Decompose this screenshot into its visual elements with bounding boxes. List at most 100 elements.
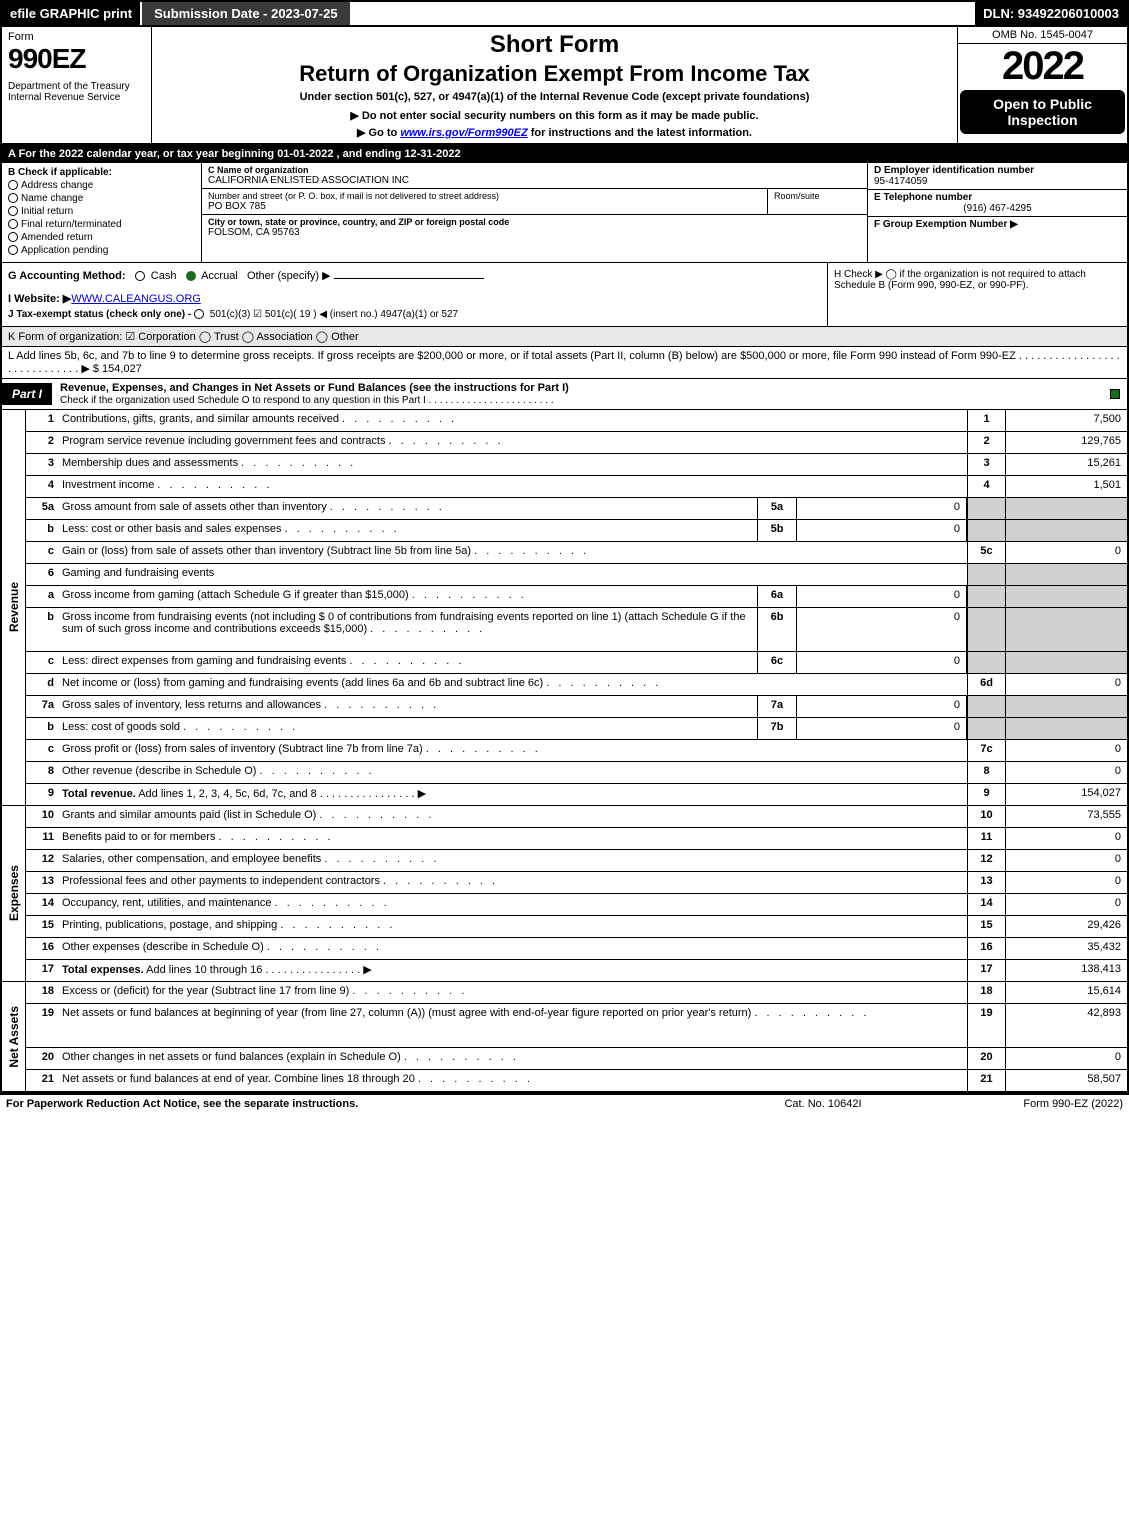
column-b-checkboxes: B Check if applicable: Address changeNam… xyxy=(2,163,202,262)
irs-link[interactable]: www.irs.gov/Form990EZ xyxy=(400,127,527,139)
box-value: 73,555 xyxy=(1005,806,1127,827)
line-18: 18Excess or (deficit) for the year (Subt… xyxy=(26,982,1127,1004)
column-g-accounting: G Accounting Method: Cash Accrual Other … xyxy=(2,263,827,326)
box-number: 21 xyxy=(967,1070,1005,1091)
dln-number: DLN: 93492206010003 xyxy=(975,2,1127,25)
cash-checkbox[interactable] xyxy=(135,271,145,281)
line-description: Gross amount from sale of assets other t… xyxy=(58,498,757,519)
line-description: Gaming and fundraising events xyxy=(58,564,967,585)
b-option-2: Initial return xyxy=(8,206,195,217)
line-21: 21Net assets or fund balances at end of … xyxy=(26,1070,1127,1092)
submission-date: Submission Date - 2023-07-25 xyxy=(140,2,350,25)
line-description: Less: cost of goods sold . . . . . . . .… xyxy=(58,718,757,739)
accrual-checkbox[interactable] xyxy=(186,271,196,281)
box-value: 15,614 xyxy=(1005,982,1127,1003)
line-number: b xyxy=(26,608,58,651)
line-number: c xyxy=(26,542,58,563)
b-checkbox-3[interactable] xyxy=(8,219,18,229)
b-checkbox-0[interactable] xyxy=(8,180,18,190)
box-number: 11 xyxy=(967,828,1005,849)
line-6b: bGross income from fundraising events (n… xyxy=(26,608,1127,652)
shaded-box-num xyxy=(967,652,1005,673)
box-number: 17 xyxy=(967,960,1005,981)
box-number: 3 xyxy=(967,454,1005,475)
phone-value: (916) 467-4295 xyxy=(874,203,1121,214)
box-number: 14 xyxy=(967,894,1005,915)
line-number: 13 xyxy=(26,872,58,893)
inner-line-value: 0 xyxy=(797,696,967,717)
form-footer-label: Form 990-EZ (2022) xyxy=(923,1098,1123,1110)
line-description: Net assets or fund balances at beginning… xyxy=(58,1004,967,1047)
line-number: 4 xyxy=(26,476,58,497)
b-checkbox-1[interactable] xyxy=(8,193,18,203)
block-g-h: G Accounting Method: Cash Accrual Other … xyxy=(0,263,1129,327)
line-number: 11 xyxy=(26,828,58,849)
line-6d: dNet income or (loss) from gaming and fu… xyxy=(26,674,1127,696)
line-number: 3 xyxy=(26,454,58,475)
line-2: 2Program service revenue including gover… xyxy=(26,432,1127,454)
line-description: Total revenue. Add lines 1, 2, 3, 4, 5c,… xyxy=(58,784,967,805)
line-16: 16Other expenses (describe in Schedule O… xyxy=(26,938,1127,960)
line-9: 9Total revenue. Add lines 1, 2, 3, 4, 5c… xyxy=(26,784,1127,806)
c-address-block: Number and street (or P. O. box, if mail… xyxy=(202,189,767,214)
inner-line-value: 0 xyxy=(797,608,967,651)
line-number: c xyxy=(26,652,58,673)
box-number: 19 xyxy=(967,1004,1005,1047)
box-value: 0 xyxy=(1005,740,1127,761)
inner-line-number: 5b xyxy=(757,520,797,541)
box-value: 0 xyxy=(1005,762,1127,783)
b-checkbox-4[interactable] xyxy=(8,232,18,242)
org-address: PO BOX 785 xyxy=(208,201,761,212)
line-number: 20 xyxy=(26,1048,58,1069)
d-ein-block: D Employer identification number 95-4174… xyxy=(868,163,1127,190)
line-number: 6 xyxy=(26,564,58,585)
box-value: 1,501 xyxy=(1005,476,1127,497)
netassets-side-label: Net Assets xyxy=(2,982,26,1092)
efile-graphic-print[interactable]: efile GRAPHIC print xyxy=(2,2,140,25)
shaded-box-val xyxy=(1005,520,1127,541)
line-5a: 5aGross amount from sale of assets other… xyxy=(26,498,1127,520)
line-number: 19 xyxy=(26,1004,58,1047)
line-13: 13Professional fees and other payments t… xyxy=(26,872,1127,894)
box-number: 16 xyxy=(967,938,1005,959)
inner-line-value: 0 xyxy=(797,586,967,607)
shaded-box-num xyxy=(967,520,1005,541)
line-number: d xyxy=(26,674,58,695)
website-link[interactable]: WWW.CALEANGUS.ORG xyxy=(71,293,201,305)
part1-schedule-o-checkbox[interactable] xyxy=(1110,389,1120,399)
shaded-box-num xyxy=(967,564,1005,585)
b-option-3: Final return/terminated xyxy=(8,219,195,230)
line-description: Other revenue (describe in Schedule O) .… xyxy=(58,762,967,783)
line-6a: aGross income from gaming (attach Schedu… xyxy=(26,586,1127,608)
box-number: 10 xyxy=(967,806,1005,827)
omb-number: OMB No. 1545-0047 xyxy=(958,27,1127,44)
line-7a: 7aGross sales of inventory, less returns… xyxy=(26,696,1127,718)
line-number: a xyxy=(26,586,58,607)
line-20: 20Other changes in net assets or fund ba… xyxy=(26,1048,1127,1070)
b-option-5: Application pending xyxy=(8,245,195,256)
b-checkbox-2[interactable] xyxy=(8,206,18,216)
box-number: 9 xyxy=(967,784,1005,805)
line-description: Gain or (loss) from sale of assets other… xyxy=(58,542,967,563)
part-1-header: Part I Revenue, Expenses, and Changes in… xyxy=(0,379,1129,410)
line-description: Investment income . . . . . . . . . . xyxy=(58,476,967,497)
inner-line-value: 0 xyxy=(797,520,967,541)
cat-number: Cat. No. 10642I xyxy=(723,1098,923,1110)
line-number: 18 xyxy=(26,982,58,1003)
g-accounting-method: G Accounting Method: Cash Accrual Other … xyxy=(8,269,821,282)
line-number: 1 xyxy=(26,410,58,431)
shaded-box-num xyxy=(967,498,1005,519)
column-c-org-info: C Name of organization CALIFORNIA ENLIST… xyxy=(202,163,867,262)
b-checkbox-5[interactable] xyxy=(8,245,18,255)
line-description: Other expenses (describe in Schedule O) … xyxy=(58,938,967,959)
line-3: 3Membership dues and assessments . . . .… xyxy=(26,454,1127,476)
b-option-0: Address change xyxy=(8,180,195,191)
short-form-title: Short Form xyxy=(160,31,949,59)
line-11: 11Benefits paid to or for members . . . … xyxy=(26,828,1127,850)
box-value: 0 xyxy=(1005,1048,1127,1069)
header-left: Form 990EZ Department of the Treasury In… xyxy=(2,27,152,143)
box-value: 29,426 xyxy=(1005,916,1127,937)
footer-row: For Paperwork Reduction Act Notice, see … xyxy=(0,1094,1129,1113)
501c3-checkbox[interactable] xyxy=(194,309,204,319)
line-description: Net assets or fund balances at end of ye… xyxy=(58,1070,967,1091)
